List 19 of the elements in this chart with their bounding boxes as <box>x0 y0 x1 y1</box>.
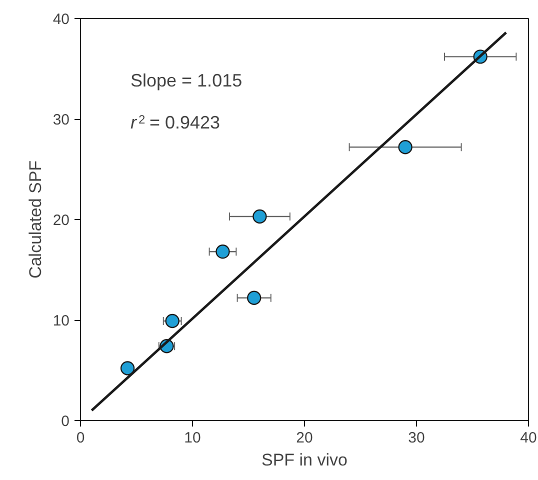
x-tick-label: 10 <box>184 430 201 446</box>
point <box>165 314 180 328</box>
point <box>120 361 135 376</box>
x-tick-label: 0 <box>76 430 85 446</box>
annotation: Slope = 1.015 <box>130 70 242 90</box>
point <box>398 140 412 154</box>
y-tick-label: 0 <box>61 413 70 430</box>
x-tick-label: 20 <box>296 430 313 446</box>
x-tick-label: 30 <box>408 430 425 446</box>
point <box>247 290 262 305</box>
x-axis-title: SPF in vivo <box>262 450 348 470</box>
y-tick-label: 40 <box>52 11 70 28</box>
x-tick-label: 40 <box>520 430 537 446</box>
y-tick-label: 30 <box>52 112 70 128</box>
point <box>252 209 267 224</box>
y-tick-label: 20 <box>52 212 70 229</box>
y-tick-label: 10 <box>52 312 70 330</box>
point <box>216 244 230 259</box>
y-axis-title: Calculated SPF <box>26 160 45 279</box>
